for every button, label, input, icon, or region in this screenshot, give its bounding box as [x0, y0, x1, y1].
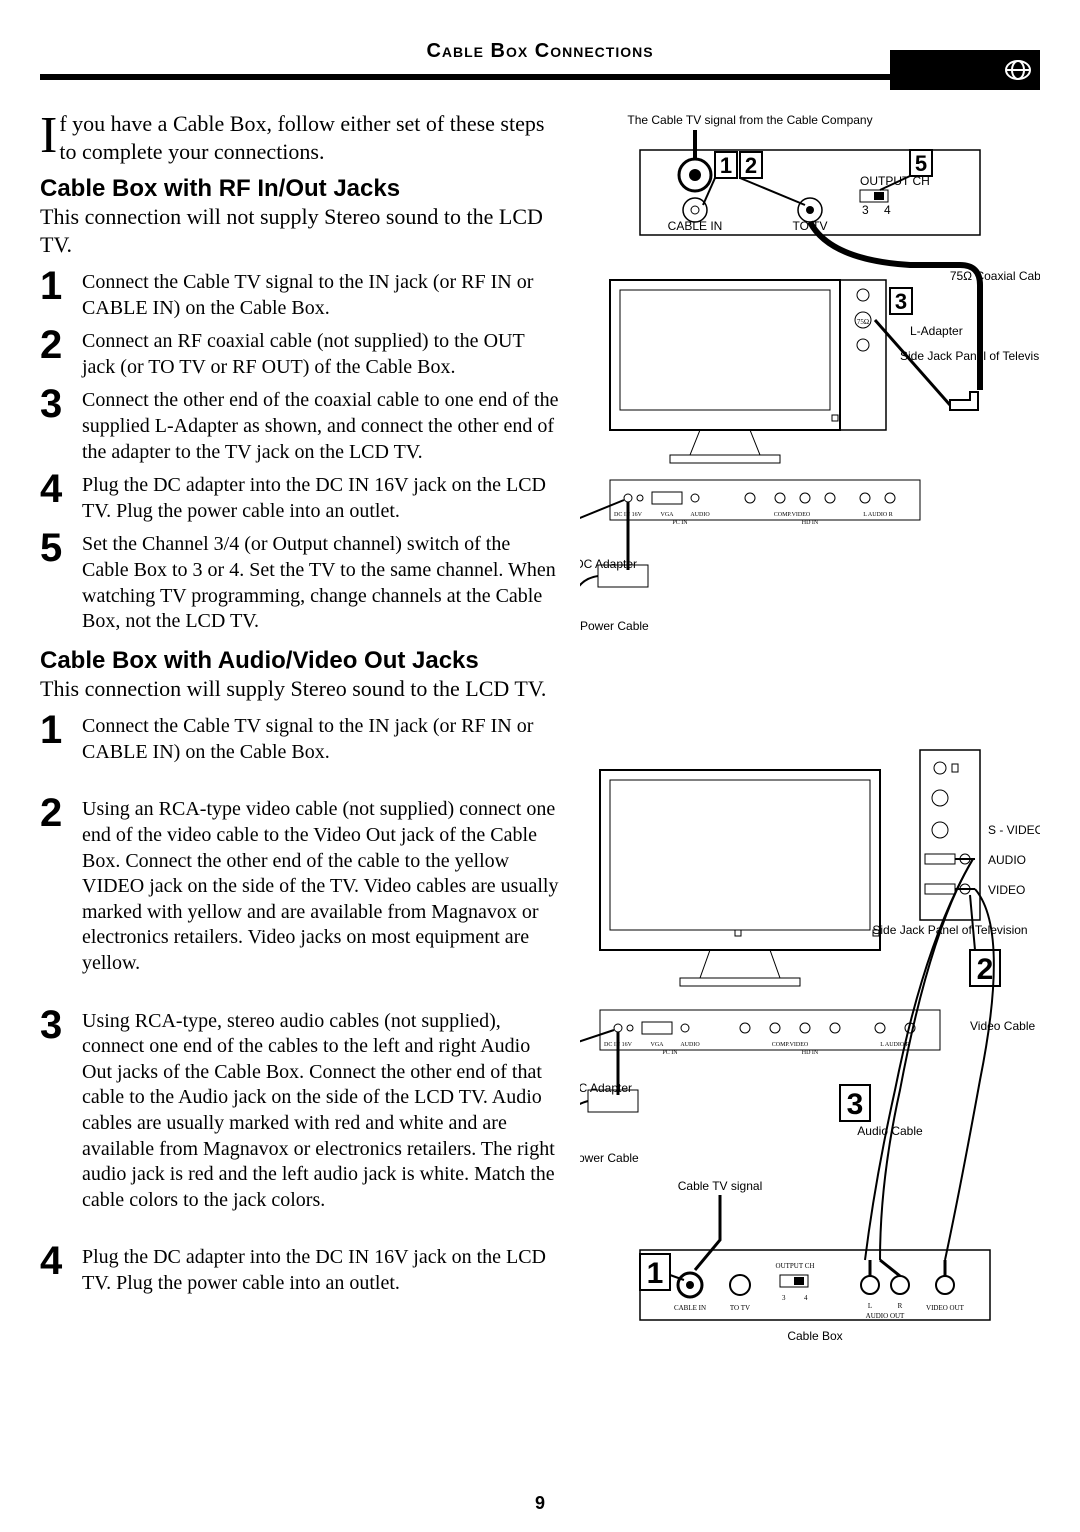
diagram-label: 3 [782, 1294, 786, 1302]
diagram-label: COMP.VIDEO [774, 512, 811, 518]
step-number: 4 [40, 469, 68, 524]
diagram-label: AUDIO [988, 853, 1026, 867]
diagram-label: 3 [862, 203, 869, 217]
step-item: 4 Plug the DC adapter into the DC IN 16V … [40, 1241, 560, 1296]
diagram-label: VGA [661, 512, 675, 518]
page-number: 9 [535, 1493, 545, 1514]
diagram-label: R [898, 1302, 903, 1310]
section-av-sub: This connection will supply Stereo sound… [40, 675, 560, 703]
diagram-label: VIDEO [988, 883, 1025, 897]
callout-number: 3 [847, 1088, 864, 1121]
diagram-label: AUDIO [680, 1042, 700, 1048]
diagram-label: L AUDIO R [863, 512, 892, 518]
diagram-label: PC IN [662, 1050, 678, 1056]
diagram-label: 4 [804, 1294, 808, 1302]
diagram-label: AUDIO OUT [866, 1312, 905, 1320]
step-number: 3 [40, 384, 68, 465]
diagram-label: TO TV [730, 1304, 750, 1312]
diagram-label: 4 [884, 203, 891, 217]
step-item: 1 Connect the Cable TV signal to the IN j… [40, 266, 560, 321]
page-header: Cable Box Connections [40, 40, 1040, 90]
step-item: 2 Connect an RF coaxial cable (not suppli… [40, 325, 560, 380]
diagram-label: DC Adapter [580, 557, 637, 571]
diagram-label: DC Adapter [580, 1081, 632, 1095]
step-number: 2 [40, 793, 68, 976]
step-text: Using RCA-type, stereo audio cables (not… [82, 1005, 560, 1214]
diagram-label: Cable TV signal [678, 1179, 763, 1193]
callout-number: 5 [915, 151, 927, 176]
diagram-label: Power Cable [580, 1151, 639, 1165]
step-number: 4 [40, 1241, 68, 1296]
diagram-label: VGA [651, 1042, 665, 1048]
header-rule [40, 74, 900, 80]
diagram-av: S - VIDEO AUDIO VIDEO Side Jack Panel of… [580, 730, 1040, 1370]
section-av: Cable Box with Audio/Video Out Jacks Thi… [40, 647, 560, 1297]
callout-number: 1 [720, 153, 732, 178]
step-text: Connect the Cable TV signal to the IN ja… [82, 710, 560, 765]
diagram-label: OUTPUT CH [776, 1262, 815, 1270]
step-text: Set the Channel 3/4 (or Output channel) … [82, 528, 560, 634]
step-item: 3Connect the other end of the coaxial ca… [40, 384, 560, 465]
step-text: Plug the DC adapter into the DC IN 16V j… [82, 1241, 560, 1296]
diagram-rf: The Cable TV signal from the Cable Compa… [580, 110, 1040, 690]
intro-paragraph: I f you have a Cable Box, follow either … [40, 110, 560, 165]
step-number: 1 [40, 266, 68, 321]
step-item: 4 Plug the DC adapter into the DC IN 16V … [40, 469, 560, 524]
section-av-steps: 1 Connect the Cable TV signal to the IN j… [40, 710, 560, 1296]
step-number: 3 [40, 1005, 68, 1214]
callout-number: 1 [647, 1257, 664, 1290]
diagram-label: HD IN [802, 1050, 819, 1056]
diagram-label: L-Adapter [910, 324, 963, 338]
diagram-label: 75Ω [857, 318, 869, 326]
diagram-label: AUDIO [690, 512, 710, 518]
diagram-label: S - VIDEO [988, 823, 1040, 837]
header-tab-icon [890, 50, 1040, 90]
content-area: I f you have a Cable Box, follow either … [40, 110, 1040, 1370]
step-item: 2Using an RCA-type video cable (not supp… [40, 793, 560, 976]
step-text: Plug the DC adapter into the DC IN 16V j… [82, 469, 560, 524]
diagram-label: Side Jack Panel of Television [900, 349, 1040, 363]
diagram-label: Audio Cable [857, 1124, 923, 1138]
diagram-label: VIDEO OUT [926, 1304, 965, 1312]
diagram-label: 75Ω Coaxial Cable [950, 269, 1040, 283]
section-rf: Cable Box with RF In/Out Jacks This conn… [40, 175, 560, 635]
header-title: Cable Box Connections [426, 40, 653, 63]
diagram-label: L [868, 1302, 872, 1310]
intro-dropcap: I [40, 114, 57, 158]
callout-number: 3 [895, 289, 907, 314]
section-rf-sub: This connection will not supply Stereo s… [40, 203, 560, 258]
diagram-label: The Cable TV signal from the Cable Compa… [627, 113, 872, 127]
intro-text: f you have a Cable Box, follow either se… [59, 111, 544, 164]
diagram-label: Video Cable [970, 1019, 1035, 1033]
callout-number: 2 [745, 153, 757, 178]
section-av-title: Cable Box with Audio/Video Out Jacks [40, 647, 560, 675]
step-text: Connect an RF coaxial cable (not supplie… [82, 325, 560, 380]
diagram-label: CABLE IN [668, 219, 723, 233]
diagram-label: HD IN [802, 520, 819, 526]
diagram-label: Cable Box [787, 1329, 842, 1343]
step-text: Connect the Cable TV signal to the IN ja… [82, 266, 560, 321]
step-number: 2 [40, 325, 68, 380]
step-text: Using an RCA-type video cable (not suppl… [82, 793, 560, 976]
diagram-label: CABLE IN [674, 1304, 706, 1312]
step-text: Connect the other end of the coaxial cab… [82, 384, 560, 465]
step-number: 1 [40, 710, 68, 765]
callout-number: 2 [977, 953, 994, 986]
diagram-label: COMP.VIDEO [772, 1042, 809, 1048]
right-column: The Cable TV signal from the Cable Compa… [580, 110, 1040, 1370]
step-item: 5Set the Channel 3/4 (or Output channel)… [40, 528, 560, 634]
diagram-label: Side Jack Panel of Television [872, 923, 1027, 937]
section-rf-steps: 1 Connect the Cable TV signal to the IN j… [40, 266, 560, 635]
step-number: 5 [40, 528, 68, 634]
left-column: I f you have a Cable Box, follow either … [40, 110, 560, 1370]
diagram-label: Power Cable [580, 619, 649, 633]
step-item: 1 Connect the Cable TV signal to the IN j… [40, 710, 560, 765]
section-rf-title: Cable Box with RF In/Out Jacks [40, 175, 560, 203]
step-item: 3Using RCA-type, stereo audio cables (no… [40, 1005, 560, 1214]
diagram-label: PC IN [672, 520, 688, 526]
